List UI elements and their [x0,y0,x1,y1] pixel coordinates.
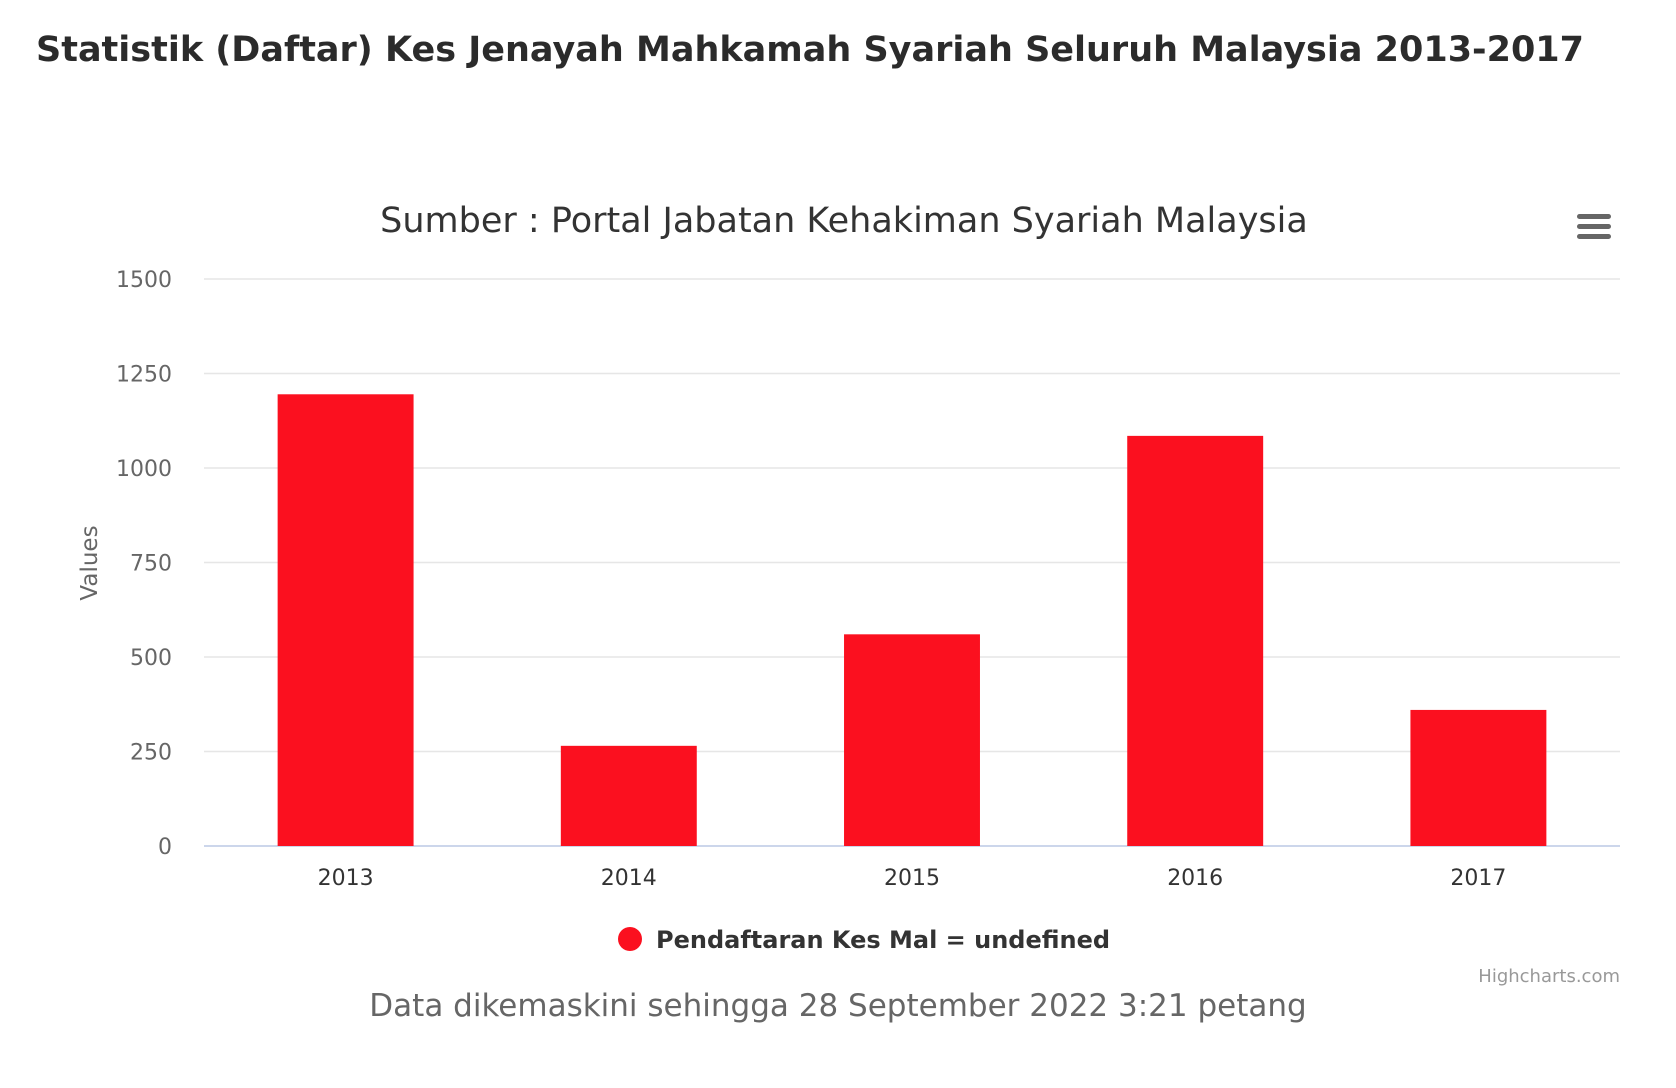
x-tick-label: 2013 [318,866,374,891]
page-title: Statistik (Daftar) Kes Jenayah Mahkamah … [36,30,1584,70]
y-tick-label: 1500 [116,268,172,293]
x-axis-labels: 2013 2014 2015 2016 2017 [318,866,1507,891]
legend[interactable]: Pendaftaran Kes Mal = undefined [618,926,1110,954]
x-tick-label: 2017 [1450,866,1506,891]
data-updated-note: Data dikemaskini sehingga 28 September 2… [369,988,1307,1024]
y-tick-label: 1000 [116,457,172,482]
legend-swatch [618,927,642,951]
x-tick-label: 2016 [1167,866,1223,891]
x-tick-label: 2015 [884,866,940,891]
bar-2013[interactable] [277,394,414,846]
y-tick-label: 750 [130,552,172,577]
y-tick-label: 500 [130,646,172,671]
y-tick-label: 1250 [116,363,172,388]
y-tick-label: 250 [130,741,172,766]
credits-link[interactable]: Highcharts.com [1478,966,1620,987]
hamburger-menu-icon[interactable] [1574,212,1614,246]
y-axis-title: Values [77,525,103,600]
bar-2016[interactable] [1127,435,1264,846]
x-tick-label: 2014 [601,866,657,891]
legend-item-label[interactable]: Pendaftaran Kes Mal = undefined [656,926,1110,954]
chart-title: Sumber : Portal Jabatan Kehakiman Syaria… [380,201,1308,241]
bars [277,394,1547,846]
bar-2014[interactable] [560,745,697,846]
y-tick-label: 0 [158,835,172,860]
bar-2017[interactable] [1410,709,1547,846]
y-axis-labels: 0 250 500 750 1000 1250 1500 [116,268,172,860]
bar-2015[interactable] [844,634,980,846]
